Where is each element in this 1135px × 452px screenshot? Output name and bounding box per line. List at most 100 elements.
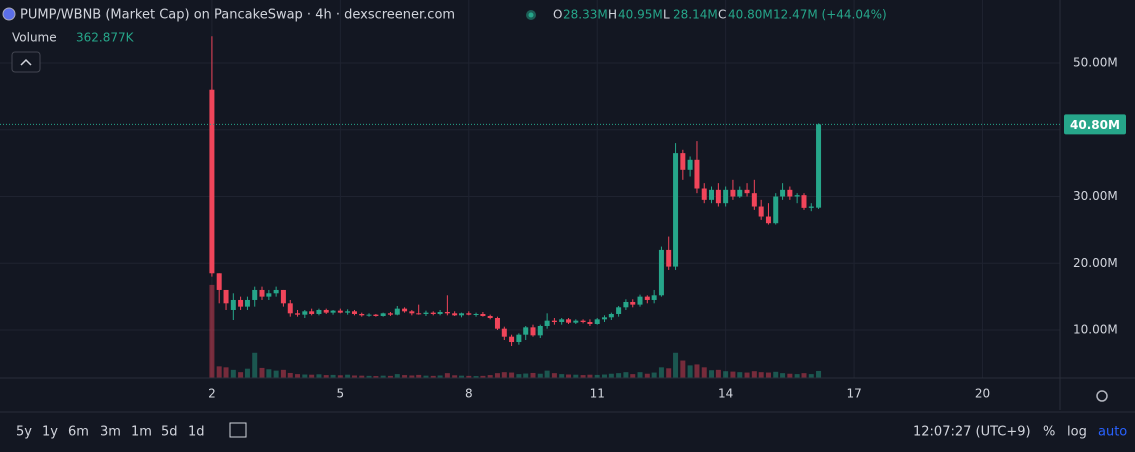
range-button[interactable]: 5y bbox=[16, 425, 32, 440]
volume-bar bbox=[494, 373, 500, 378]
volume-bar bbox=[480, 375, 486, 378]
candle-body bbox=[230, 299, 236, 310]
candle-body bbox=[666, 249, 672, 267]
volume-bar bbox=[252, 352, 258, 378]
volume-bar bbox=[223, 367, 229, 378]
settings-icon[interactable] bbox=[1096, 390, 1108, 402]
candle-body bbox=[302, 311, 308, 315]
x-tick-label: 5 bbox=[337, 387, 345, 401]
candle-body bbox=[573, 320, 579, 323]
x-tick-label: 8 bbox=[465, 387, 473, 401]
volume-bar bbox=[309, 374, 315, 378]
collapse-icon bbox=[20, 58, 32, 66]
candle-body bbox=[209, 89, 215, 274]
x-tick-label: 20 bbox=[975, 387, 990, 401]
range-button[interactable]: 5d bbox=[161, 425, 178, 440]
candle-body bbox=[473, 313, 479, 315]
date-range-icon[interactable] bbox=[229, 422, 247, 438]
candle-body bbox=[623, 301, 629, 308]
candle-body bbox=[509, 336, 515, 343]
volume-bar bbox=[580, 375, 586, 378]
candle-body bbox=[459, 313, 465, 316]
candle-body bbox=[816, 124, 822, 208]
volume-bar bbox=[730, 371, 736, 378]
x-tick-label: 2 bbox=[208, 387, 216, 401]
volume-bar bbox=[238, 372, 244, 378]
range-button[interactable]: 1d bbox=[188, 425, 205, 440]
range-button[interactable]: 6m bbox=[68, 425, 89, 440]
candle-body bbox=[216, 273, 222, 290]
price-change: 12.47M (+44.04%) bbox=[773, 8, 887, 22]
candle-body bbox=[580, 320, 586, 322]
candle-body bbox=[715, 189, 721, 204]
candle-body bbox=[444, 311, 450, 314]
volume-bar bbox=[416, 374, 422, 378]
candle-body bbox=[273, 289, 279, 294]
last-price-box bbox=[1064, 114, 1126, 135]
status-dot-core bbox=[528, 12, 534, 18]
collapse-button[interactable] bbox=[11, 51, 41, 73]
candle-body bbox=[494, 317, 500, 329]
candle-body bbox=[794, 195, 800, 197]
candle-body bbox=[316, 309, 322, 314]
volume-bar bbox=[473, 376, 479, 378]
x-tick-label: 11 bbox=[590, 387, 605, 401]
candle-body bbox=[351, 311, 357, 314]
candle-body bbox=[751, 193, 757, 207]
candle-body bbox=[437, 311, 443, 314]
pair-icon bbox=[2, 7, 16, 21]
volume-bar bbox=[566, 374, 572, 378]
volume-bar bbox=[430, 375, 436, 378]
candle-body bbox=[551, 320, 557, 322]
candle-body bbox=[280, 289, 286, 304]
volume-bar bbox=[601, 374, 607, 378]
volume-bar bbox=[559, 374, 565, 378]
volume-bar bbox=[216, 366, 222, 378]
volume-bar bbox=[516, 374, 522, 378]
y-tick-label: 50.00M bbox=[1073, 56, 1118, 70]
candle-body bbox=[223, 289, 229, 304]
ohlc-legend: O 28.33M H 40.95M L 28.14M C 40.80M 12.47M (+44.… bbox=[553, 8, 887, 22]
volume-bar bbox=[337, 375, 343, 378]
range-button[interactable]: 3m bbox=[100, 425, 121, 440]
volume-bar bbox=[794, 374, 800, 378]
volume-label: Volume bbox=[12, 31, 57, 45]
candle-body bbox=[787, 189, 793, 197]
candle-body bbox=[801, 195, 807, 208]
candle-body bbox=[323, 309, 329, 313]
scale-option[interactable]: log bbox=[1067, 425, 1087, 440]
volume-bar bbox=[651, 372, 657, 378]
candle-body bbox=[680, 153, 686, 170]
range-button[interactable]: 1y bbox=[42, 425, 58, 440]
candle-body bbox=[244, 299, 250, 307]
scale-option[interactable]: % bbox=[1043, 425, 1055, 440]
y-tick-label: 10.00M bbox=[1073, 323, 1118, 337]
volume-bar bbox=[687, 365, 693, 378]
candle-body bbox=[673, 153, 679, 267]
volume-bar bbox=[487, 375, 493, 378]
volume-bar bbox=[316, 374, 322, 378]
volume-bar bbox=[437, 375, 443, 378]
volume-bar bbox=[630, 374, 636, 378]
candle-body bbox=[387, 313, 393, 315]
volume-bar bbox=[616, 373, 622, 378]
candle-body bbox=[544, 320, 550, 327]
range-button[interactable]: 1m bbox=[131, 425, 152, 440]
toolbar: 5y 1y 6m 3m 1m 5d 1d% log auto bbox=[16, 425, 1127, 440]
candle-body bbox=[587, 321, 593, 324]
volume-bar bbox=[637, 372, 643, 378]
candle-body bbox=[466, 313, 472, 315]
scale-option[interactable]: auto bbox=[1098, 425, 1127, 440]
volume-bar bbox=[573, 374, 579, 378]
candle-body bbox=[601, 317, 607, 320]
volume-bar bbox=[230, 369, 236, 378]
candle-body bbox=[637, 296, 643, 305]
volume-value: 362.877K bbox=[76, 31, 135, 45]
volume-bar bbox=[459, 375, 465, 378]
volume-bar bbox=[801, 373, 807, 378]
volume-bar bbox=[744, 372, 750, 378]
candle-body bbox=[402, 308, 408, 312]
volume-bar bbox=[723, 371, 729, 378]
candle-body bbox=[773, 196, 779, 224]
volume-bar bbox=[295, 374, 301, 378]
